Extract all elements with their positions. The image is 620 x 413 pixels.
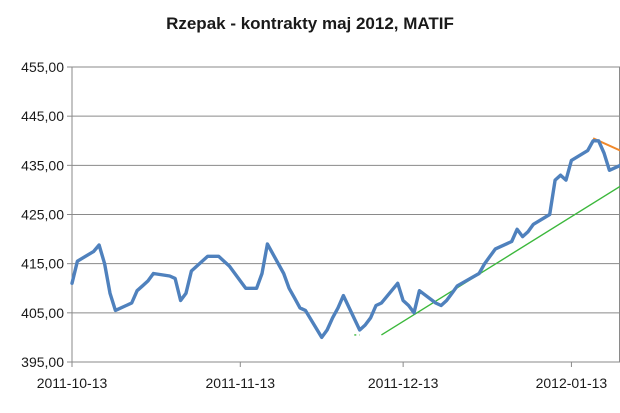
trendline <box>381 185 620 336</box>
x-tick-label: 2011-11-13 <box>206 375 276 391</box>
x-tick-label: 2011-12-13 <box>368 375 439 391</box>
y-tick-label: 415,00 <box>21 256 64 272</box>
trendline <box>592 137 620 152</box>
x-tick-label: 2012-01-13 <box>536 375 608 391</box>
y-tick-label: 395,00 <box>21 354 64 370</box>
y-tick-label: 435,00 <box>21 157 64 173</box>
y-axis-ticks: 455,00 445,00 435,00 425,00 415,00 405,00 395,… <box>21 59 64 370</box>
series-line <box>70 139 620 340</box>
y-tick-label: 455,00 <box>21 59 64 75</box>
y-tick-label: 425,00 <box>21 207 64 223</box>
series-layer <box>70 139 620 340</box>
y-tick-label: 405,00 <box>21 305 64 321</box>
grid-lines <box>67 66 620 367</box>
chart-title: Rzepak - kontrakty maj 2012, MATIF <box>166 14 454 33</box>
y-tick-label: 445,00 <box>21 108 64 124</box>
x-tick-label: 2011-10-13 <box>37 375 108 391</box>
x-axis-ticks: 2011-10-13 2011-11-13 2011-12-13 2012-01-13 <box>37 375 608 391</box>
trendlines <box>354 137 620 336</box>
